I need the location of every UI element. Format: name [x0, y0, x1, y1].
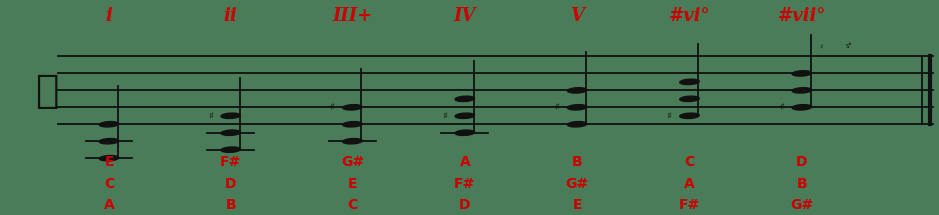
Ellipse shape	[100, 138, 119, 144]
Ellipse shape	[567, 121, 587, 127]
Text: III+: III+	[332, 7, 373, 25]
Ellipse shape	[221, 147, 240, 152]
Text: G#: G#	[791, 198, 813, 212]
Ellipse shape	[567, 88, 587, 93]
Text: ♯: ♯	[820, 44, 824, 50]
Text: ♯: ♯	[441, 111, 447, 121]
Text: E: E	[104, 155, 114, 169]
Ellipse shape	[221, 113, 240, 118]
Text: ♯: ♯	[554, 102, 559, 112]
Ellipse shape	[343, 105, 362, 110]
Text: ♯: ♯	[208, 111, 212, 121]
Text: F#: F#	[220, 155, 241, 169]
Text: D: D	[796, 155, 808, 169]
Ellipse shape	[793, 105, 811, 110]
Text: A: A	[103, 198, 115, 212]
Text: B: B	[572, 155, 582, 169]
Text: IV: IV	[454, 7, 476, 25]
Text: #vii°: #vii°	[777, 7, 826, 25]
Text: E: E	[347, 177, 357, 190]
Text: A: A	[685, 177, 695, 190]
Text: V: V	[570, 7, 584, 25]
Text: D: D	[459, 198, 470, 212]
Text: i: i	[105, 7, 113, 25]
Ellipse shape	[680, 113, 700, 118]
Text: C: C	[685, 155, 695, 169]
Text: G#: G#	[565, 177, 589, 190]
Text: E: E	[573, 198, 582, 212]
Text: ♯: ♯	[778, 102, 784, 112]
Text: G#: G#	[341, 155, 364, 169]
Text: B: B	[796, 177, 808, 190]
Text: F#: F#	[454, 177, 475, 190]
Ellipse shape	[343, 138, 362, 144]
Ellipse shape	[100, 121, 119, 127]
Ellipse shape	[455, 113, 474, 118]
Ellipse shape	[100, 155, 119, 161]
Text: F#: F#	[679, 198, 700, 212]
Ellipse shape	[567, 105, 587, 110]
Text: B: B	[225, 198, 236, 212]
Ellipse shape	[221, 130, 240, 135]
Ellipse shape	[793, 88, 811, 93]
Text: #vi°: #vi°	[669, 7, 710, 25]
Text: 𝄞: 𝄞	[35, 73, 58, 110]
Text: C: C	[104, 177, 115, 190]
Ellipse shape	[680, 96, 700, 101]
Ellipse shape	[455, 96, 474, 101]
Ellipse shape	[680, 79, 700, 84]
Ellipse shape	[343, 121, 362, 127]
Text: ♯: ♯	[667, 111, 671, 121]
Text: ♯: ♯	[330, 102, 334, 112]
Text: sᵇ: sᵇ	[845, 43, 852, 49]
Text: A: A	[459, 155, 470, 169]
Text: ii: ii	[223, 7, 238, 25]
Ellipse shape	[793, 71, 811, 76]
Ellipse shape	[455, 130, 474, 135]
Text: D: D	[225, 177, 237, 190]
Text: C: C	[347, 198, 358, 212]
